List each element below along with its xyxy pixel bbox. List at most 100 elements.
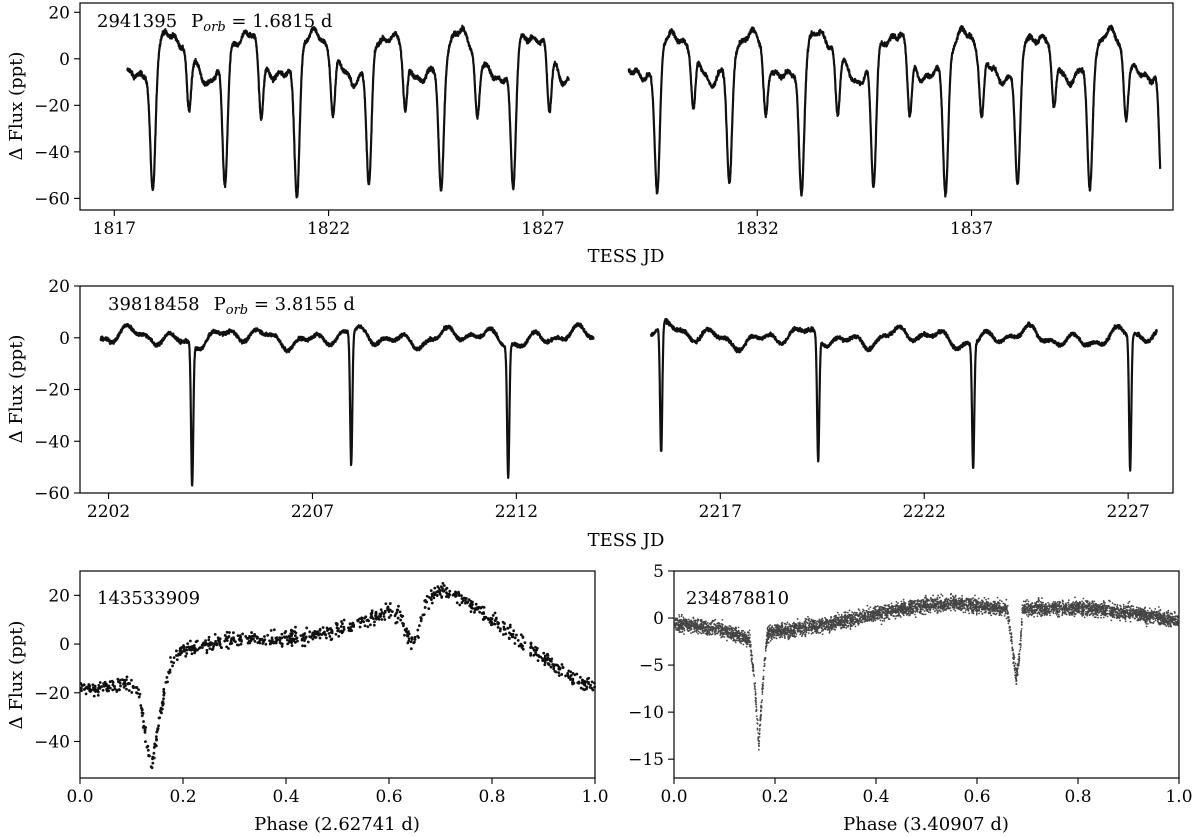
p4-point bbox=[930, 606, 933, 609]
p3-point bbox=[569, 670, 573, 674]
p4-point bbox=[1110, 619, 1113, 622]
p4-point bbox=[857, 622, 860, 625]
p3-point bbox=[140, 706, 143, 710]
p4-point bbox=[690, 632, 692, 635]
p4-point bbox=[867, 608, 870, 610]
p3-point bbox=[586, 677, 589, 681]
p4-point bbox=[681, 628, 684, 631]
p4-point bbox=[1019, 639, 1022, 642]
p4-point bbox=[695, 619, 698, 622]
p3-point bbox=[461, 599, 465, 602]
p4-point bbox=[836, 618, 839, 621]
p4-point bbox=[820, 630, 823, 632]
p4-point bbox=[711, 620, 714, 623]
p4-point bbox=[824, 620, 826, 623]
p4-point bbox=[711, 632, 714, 635]
p3-point bbox=[215, 643, 219, 647]
p3-xtick-label: 0.8 bbox=[478, 787, 505, 807]
p4-point bbox=[1108, 607, 1111, 610]
p4-point bbox=[1065, 613, 1068, 616]
p3-point bbox=[386, 607, 390, 611]
p3-point bbox=[92, 694, 96, 698]
p4-point bbox=[750, 650, 753, 653]
p4-point bbox=[1165, 611, 1168, 613]
p3-point bbox=[232, 638, 236, 641]
p4-point bbox=[1081, 600, 1084, 603]
p4-point bbox=[941, 594, 944, 597]
p3-point bbox=[532, 648, 536, 652]
p3-point bbox=[162, 687, 166, 691]
p3-point bbox=[560, 673, 564, 676]
p4-point bbox=[953, 608, 955, 611]
p4-point bbox=[1073, 612, 1076, 615]
p4-point bbox=[689, 629, 691, 632]
p3-point bbox=[470, 606, 473, 610]
p4-point bbox=[1054, 612, 1057, 615]
p3-point bbox=[433, 586, 437, 590]
p4-point bbox=[706, 622, 709, 624]
p3-point bbox=[151, 757, 154, 761]
p3-point bbox=[543, 661, 547, 664]
p2-xtick-label: 2207 bbox=[291, 502, 334, 522]
p4-point bbox=[719, 625, 722, 627]
p3-point bbox=[214, 640, 217, 643]
p4-point bbox=[1067, 599, 1070, 602]
p3-point bbox=[463, 599, 467, 602]
p4-point bbox=[1059, 607, 1061, 610]
p4-point bbox=[1157, 610, 1160, 613]
p4-phase-points bbox=[673, 592, 1180, 751]
p3-point bbox=[568, 675, 572, 679]
p3-point bbox=[197, 646, 201, 650]
p4-point bbox=[944, 608, 947, 611]
p4-point bbox=[872, 619, 875, 621]
p4-point bbox=[1174, 612, 1176, 614]
p4-point bbox=[1064, 610, 1066, 613]
p4-point bbox=[987, 601, 990, 604]
p4-point bbox=[707, 628, 710, 631]
p4-xtick-label: 0.0 bbox=[660, 787, 687, 807]
p4-point bbox=[697, 619, 700, 622]
p4-point bbox=[1028, 611, 1031, 613]
p4-point bbox=[927, 611, 930, 614]
p4-point bbox=[844, 623, 847, 626]
p4-point bbox=[1177, 620, 1180, 622]
p3-point bbox=[546, 654, 550, 657]
p3-point bbox=[145, 745, 149, 749]
p3-point bbox=[369, 623, 372, 627]
p3-point bbox=[506, 626, 510, 630]
p3-point bbox=[446, 592, 449, 596]
p3-point bbox=[125, 687, 128, 691]
panel-bottom-left-143533909: 200−20−40 0.0 0.2 0.4 0.6 0.8 1.0 143533909 P… bbox=[6, 570, 609, 835]
p4-point bbox=[886, 614, 889, 617]
p4-point bbox=[1048, 612, 1051, 615]
p4-point bbox=[754, 682, 757, 685]
p3-point bbox=[213, 632, 217, 636]
p3-point bbox=[208, 647, 212, 651]
p3-point bbox=[185, 646, 188, 649]
p4-point bbox=[936, 612, 939, 614]
p4-point bbox=[923, 610, 926, 613]
p4-point bbox=[875, 605, 878, 608]
p3-point bbox=[378, 612, 382, 616]
p2-yticks: 200−20−40−60 bbox=[34, 277, 80, 504]
p4-point bbox=[1098, 604, 1101, 607]
p3-point bbox=[455, 601, 459, 605]
p3-point bbox=[156, 727, 160, 731]
p2-ytick-label: −20 bbox=[34, 381, 70, 401]
p3-point bbox=[552, 663, 555, 666]
p4-point bbox=[678, 615, 681, 618]
p3-point bbox=[288, 640, 291, 644]
p4-point bbox=[1019, 637, 1022, 640]
p4-point bbox=[886, 616, 889, 619]
p3-point bbox=[571, 677, 574, 681]
p3-point bbox=[185, 648, 189, 652]
p3-point bbox=[309, 635, 313, 639]
p4-point bbox=[774, 629, 776, 631]
p4-point bbox=[989, 610, 991, 613]
p3-point bbox=[294, 625, 297, 629]
p4-point bbox=[945, 598, 948, 600]
p3-point bbox=[496, 626, 500, 629]
p3-point bbox=[536, 654, 540, 657]
p3-point bbox=[516, 639, 520, 642]
p4-point bbox=[1036, 615, 1039, 618]
